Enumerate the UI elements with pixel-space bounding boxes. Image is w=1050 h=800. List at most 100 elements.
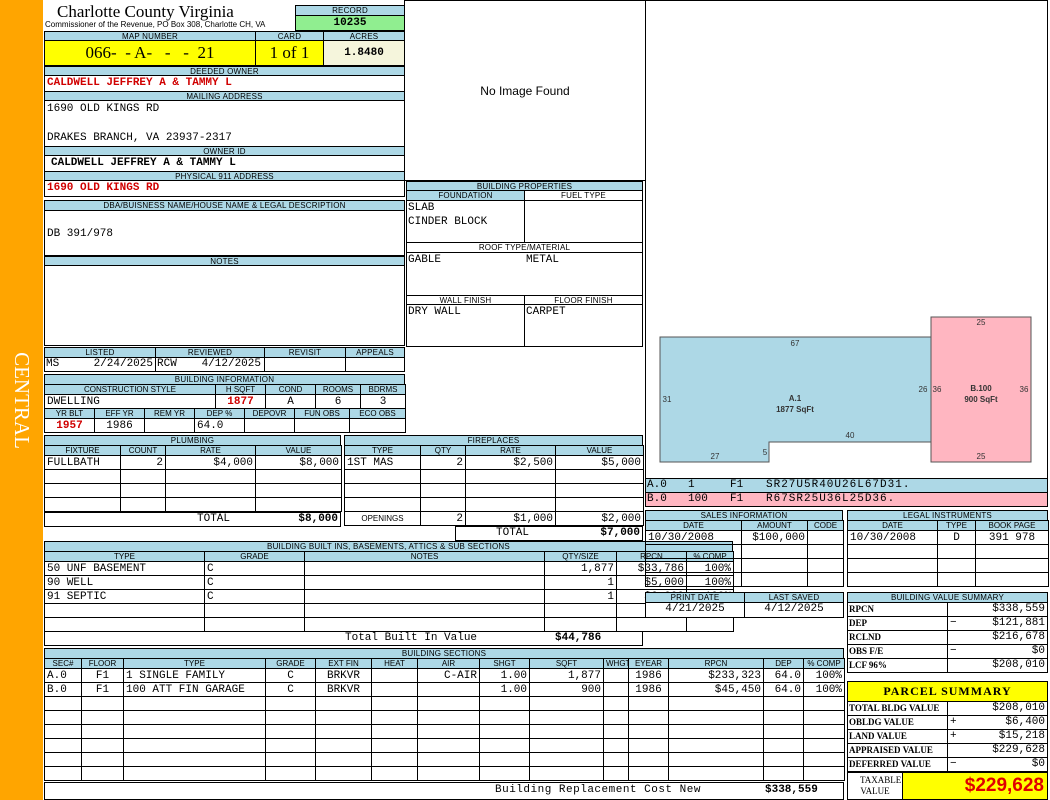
fireplaces-cell <box>465 469 556 484</box>
sales-cell <box>741 544 808 559</box>
sections-cell <box>529 766 604 781</box>
dba-box: DB 391/978 <box>44 210 405 256</box>
parcel-summary-label: APPRAISED VALUE <box>847 743 948 758</box>
plumbing-cell: FULLBATH <box>44 455 121 470</box>
sections-row <box>44 696 845 711</box>
builtins-total-row: Total Built In Value $44,786 <box>44 631 643 646</box>
bdrms: 3 <box>360 394 406 409</box>
plumbing-cell <box>44 469 121 484</box>
sections-cell <box>529 724 604 739</box>
sketch-code-b: B.0 100 F1 R67SR25U36L25D36. <box>645 492 1048 507</box>
builtins-cell: 91 SEPTIC <box>44 589 205 604</box>
plumbing-total: $8,000 <box>298 513 338 525</box>
plumbing-cell <box>255 497 342 512</box>
fireplaces-cell <box>420 469 466 484</box>
builtins-cell <box>304 589 545 604</box>
fireplaces-row <box>344 469 644 484</box>
fireplaces-cell <box>465 497 556 512</box>
plumbing-cell: $4,000 <box>165 455 256 470</box>
construction-style: DWELLING <box>44 394 216 409</box>
fireplaces-table: TYPE QTY RATE VALUE 1ST MAS 2 $2,500 $5,000 OPEN… <box>344 445 644 526</box>
legal-row <box>847 572 1049 587</box>
legal-table: DATE TYPE BOOK PAGE 10/30/2008 D 391 978 <box>847 520 1049 587</box>
plumbing-row: FULLBATH 2 $4,000 $8,000 <box>44 455 342 470</box>
county-subtitle: Commissioner of the Revenue, PO Box 308,… <box>45 20 266 29</box>
fireplace-total: $7,000 <box>600 527 640 539</box>
dim-a-left: 31 <box>663 395 672 404</box>
sales-cell <box>645 572 742 587</box>
sections-cell <box>417 682 480 697</box>
sections-cell <box>628 766 669 781</box>
sections-table: SEC# FLOOR TYPE GRADE EXT FIN HEAT AIR SHGT SQFT… <box>44 658 845 781</box>
builtins-cell: 1 <box>544 589 617 604</box>
sections-cell: 1986 <box>628 668 669 683</box>
fireplaces-column-header: TYPE <box>344 445 421 456</box>
sales-cell <box>645 558 742 573</box>
builtins-row <box>44 603 734 618</box>
code-b-type: 100 <box>688 493 708 505</box>
print-date: 4/21/2025 <box>645 602 745 618</box>
sections-cell <box>668 724 764 739</box>
fireplaces-row <box>344 483 644 498</box>
dim-a-step: 5 <box>763 448 768 457</box>
listed-by: MS <box>46 358 60 370</box>
builtins-cell <box>304 617 545 632</box>
fireplaces-cell <box>344 483 421 498</box>
sections-cell <box>417 696 480 711</box>
sections-cell <box>803 766 845 781</box>
revisit-box <box>264 357 346 372</box>
sections-cell <box>417 766 480 781</box>
sections-cell <box>668 738 764 753</box>
parcel-summary-label: TOTAL BLDG VALUE <box>847 701 948 716</box>
builtins-cell: C <box>204 589 305 604</box>
no-image-text: No Image Found <box>480 84 570 98</box>
plumbing-cell <box>44 497 121 512</box>
notes-box[interactable] <box>44 265 405 346</box>
parcel-summary-sign: + <box>950 716 957 728</box>
reviewed-date: 4/12/2025 <box>201 358 261 370</box>
foundation-2: CINDER BLOCK <box>408 216 488 228</box>
sections-column-header: SQFT <box>529 658 604 669</box>
sections-cell <box>417 752 480 767</box>
sidebar <box>0 0 43 800</box>
sections-cell <box>417 724 480 739</box>
record-number: 10235 <box>295 15 405 31</box>
foundation-1: SLAB <box>408 202 435 214</box>
sections-cell <box>603 766 629 781</box>
sections-cell <box>123 752 266 767</box>
plumbing-table: FIXTURE COUNT RATE VALUE FULLBATH 2 $4,000 $8,0… <box>44 445 342 512</box>
sections-cell <box>265 696 316 711</box>
sections-cell: 1 SINGLE FAMILY <box>123 668 266 683</box>
value-summary-value: $121,881 <box>947 616 1048 631</box>
sections-cell <box>763 752 804 767</box>
sections-cell: BRKVR <box>315 668 372 683</box>
dim-b-left: 36 <box>933 385 942 394</box>
sections-cell <box>315 766 372 781</box>
sections-cell <box>315 752 372 767</box>
sections-cell <box>44 766 82 781</box>
hsqft: 1877 <box>215 394 266 409</box>
plumbing-cell <box>120 497 166 512</box>
code-b-sec: B.0 <box>647 493 667 505</box>
sections-column-header: GRADE <box>265 658 316 669</box>
sections-cell <box>44 710 82 725</box>
parcel-summary-sign: + <box>950 730 957 742</box>
sections-cell <box>81 724 124 739</box>
builtins-total: $44,786 <box>555 632 602 644</box>
sections-row: B.0 F1 100 ATT FIN GARAGE C BRKVR 1.00 900 1986… <box>44 682 845 697</box>
plumbing-cell <box>255 469 342 484</box>
sections-cell: 900 <box>529 682 604 697</box>
sections-cell <box>603 724 629 739</box>
sections-cell <box>603 752 629 767</box>
year-built: 1957 <box>44 418 95 433</box>
legal-cell <box>937 572 976 587</box>
sections-cell <box>668 710 764 725</box>
sections-cell <box>315 710 372 725</box>
sections-cell <box>44 752 82 767</box>
building-info-table-1: CONSTRUCTION STYLE H SQFT COND ROOMS BDRMS D… <box>44 384 406 409</box>
county-title: Charlotte County Virginia <box>57 2 234 21</box>
parcel-summary-label: LAND VALUE <box>847 729 948 744</box>
rooms-label: ROOMS <box>315 384 361 395</box>
sections-row <box>44 752 845 767</box>
sketch-code-a: A.0 1 F1 SR27U5R40U26L67D31. <box>645 478 1048 493</box>
